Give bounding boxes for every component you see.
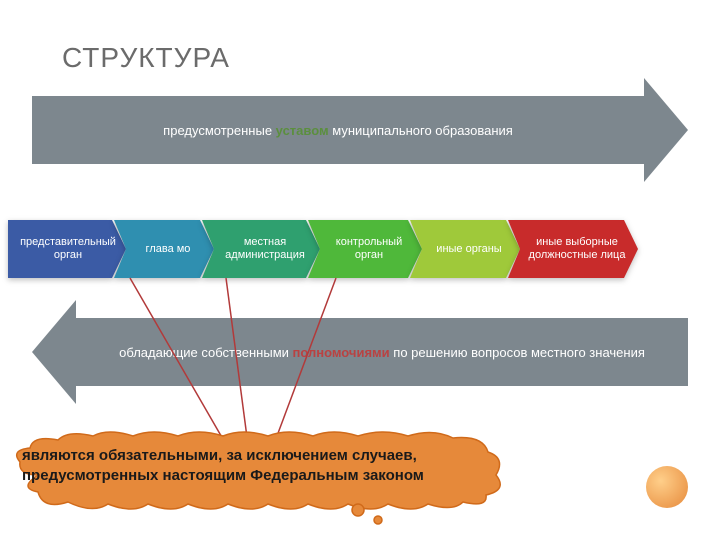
chevron-3: контрольный орган xyxy=(308,220,422,278)
chevron-1: глава мо xyxy=(114,220,214,278)
cloud-text: являются обязательными, за исключением с… xyxy=(22,446,492,485)
chevron-4: иные органы xyxy=(410,220,520,278)
decorative-orb xyxy=(646,466,688,508)
top-arrow-body: предусмотренные уставом муниципального о… xyxy=(32,96,644,164)
top-band-text: предусмотренные уставом муниципального о… xyxy=(163,123,513,138)
chevron-label: представительный орган xyxy=(16,236,120,261)
bottom-arrow-band: обладающие собственными полномочиями по … xyxy=(32,318,688,386)
chevron-label: иные выборные должностные лица xyxy=(522,236,632,261)
bottom-band-text: обладающие собственными полномочиями по … xyxy=(119,345,645,360)
bottom-arrow-body: обладающие собственными полномочиями по … xyxy=(76,318,688,386)
top-arrow-head xyxy=(644,78,688,182)
bottom-arrow-head xyxy=(32,300,76,404)
chevron-label: местная администрация xyxy=(216,236,314,261)
chevron-0: представительный орган xyxy=(8,220,126,278)
chevron-label: иные органы xyxy=(424,243,514,256)
chevron-2: местная администрация xyxy=(202,220,320,278)
chevron-label: контрольный орган xyxy=(322,236,416,261)
chevron-label: глава мо xyxy=(128,243,208,256)
chevron-5: иные выборные должностные лица xyxy=(508,220,638,278)
top-arrow-band: предусмотренные уставом муниципального о… xyxy=(32,96,688,164)
chevron-row: представительный орган глава мо местная ад… xyxy=(8,220,712,278)
page-title: СТРУКТУРА xyxy=(62,42,230,74)
callout-cloud: являются обязательными, за исключением с… xyxy=(8,430,508,508)
